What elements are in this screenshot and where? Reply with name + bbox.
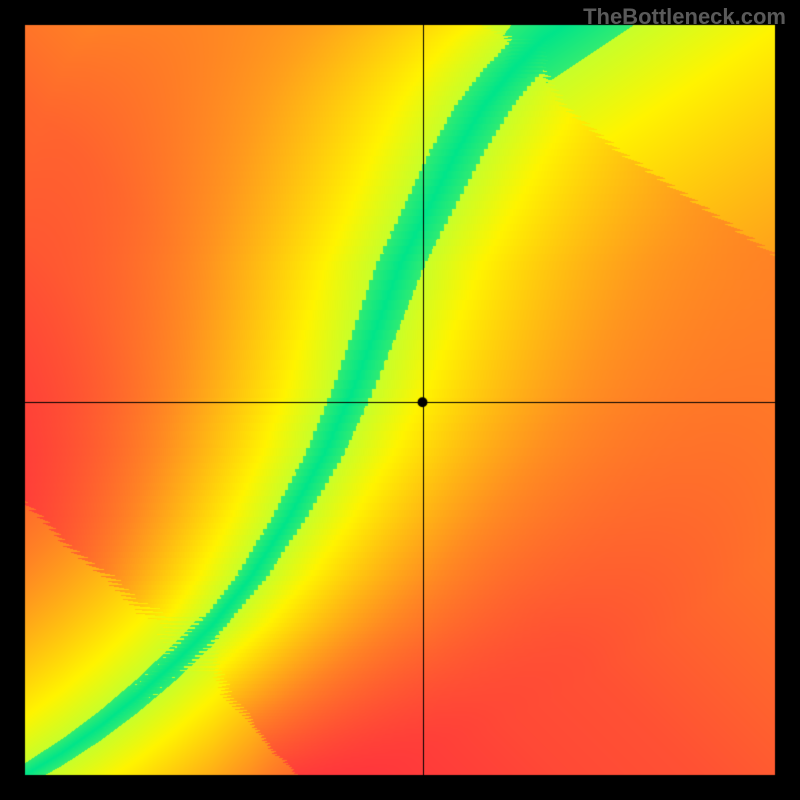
watermark-text: TheBottleneck.com [583,4,786,30]
bottleneck-heatmap [0,0,800,800]
